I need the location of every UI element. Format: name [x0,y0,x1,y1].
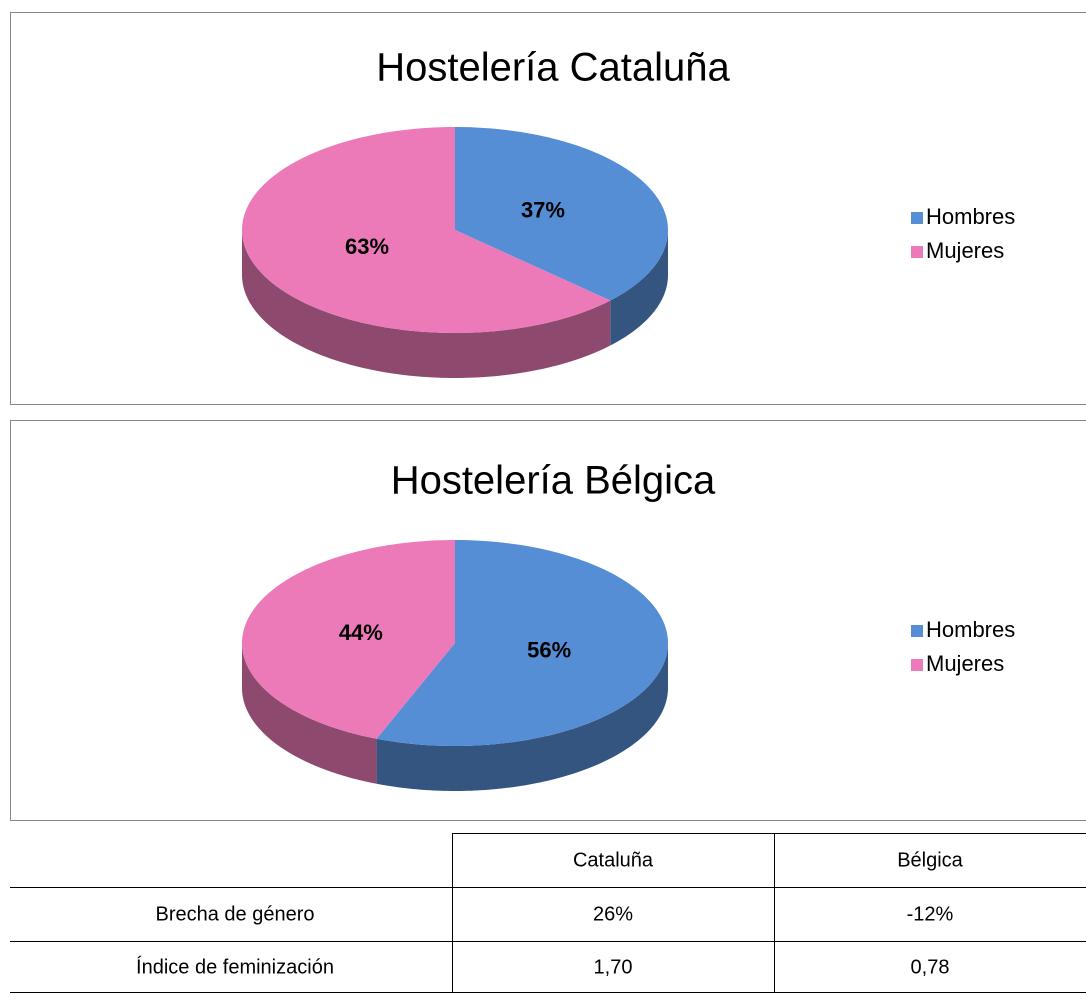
slice [376,540,668,746]
slice [455,127,668,301]
slice-side [376,643,668,791]
data-label: 37% [521,197,565,222]
table-cell: 1,70 [594,956,633,978]
legend-label: Hombres [926,204,1015,229]
data-label: 63% [345,234,389,259]
legend-swatch [911,659,923,671]
slice-side [242,643,377,784]
legend-swatch [911,625,923,637]
legend-swatch [911,212,923,224]
legend-label: Mujeres [926,238,1004,263]
table-cell: 26% [593,903,633,925]
table-cell: -12% [907,903,954,925]
slice-side [242,230,611,378]
table-cell: 0,78 [911,956,950,978]
data-label: 44% [339,620,383,645]
legend-swatch [911,246,923,258]
data-label: 56% [527,637,571,662]
chart-title: Hostelería Bélgica [391,459,716,503]
table: Cataluña Bélgica Brecha de género 26% -1… [136,849,964,978]
row-label: Índice de feminización [136,955,334,978]
table-header: Bélgica [897,849,963,871]
row-label: Brecha de género [155,903,314,925]
slice [242,127,611,333]
slice-side [610,230,668,346]
slice [242,540,455,739]
legend-label: Hombres [926,617,1015,642]
table-header: Cataluña [573,849,654,871]
legend-label: Mujeres [926,651,1004,676]
chart-title: Hostelería Cataluña [376,46,730,90]
